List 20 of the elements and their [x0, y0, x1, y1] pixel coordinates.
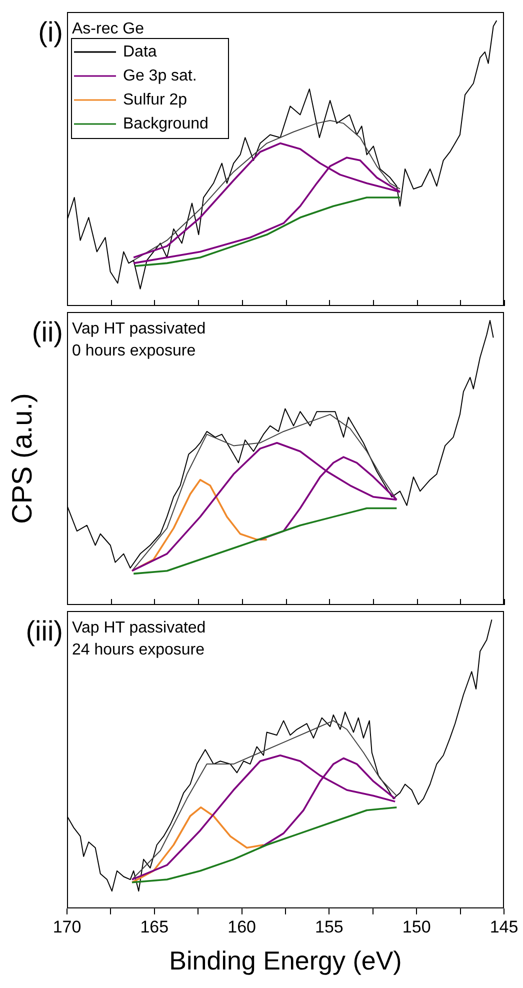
annotation: As-rec Ge — [72, 20, 144, 38]
x-tick-label: 155 — [315, 917, 344, 936]
annotation: Vap HT passivated — [72, 320, 206, 338]
x-tick-label: 150 — [402, 917, 431, 936]
chart-title: (i) — [38, 16, 63, 48]
x-tick-label: 145 — [490, 917, 518, 936]
chart-title: (ii) — [32, 316, 63, 348]
legend-label: Ge 3p sat. — [123, 67, 197, 84]
x-axis-title: Binding Energy (eV) — [169, 946, 402, 976]
annotation: Vap HT passivated — [72, 619, 206, 636]
legend-label: Sulfur 2p — [123, 91, 188, 108]
x-tick-label: 160 — [228, 917, 256, 936]
y-axis-title: CPS (a.u.) — [6, 393, 38, 524]
legend-label: Data — [123, 43, 157, 60]
annotation: 24 hours exposure — [72, 641, 205, 658]
chart-title: (iii) — [26, 616, 63, 647]
annotation: 0 hours exposure — [72, 342, 196, 360]
x-tick-label: 170 — [52, 917, 82, 936]
x-tick-label: 165 — [140, 917, 169, 936]
legend-label: Background — [123, 115, 208, 132]
